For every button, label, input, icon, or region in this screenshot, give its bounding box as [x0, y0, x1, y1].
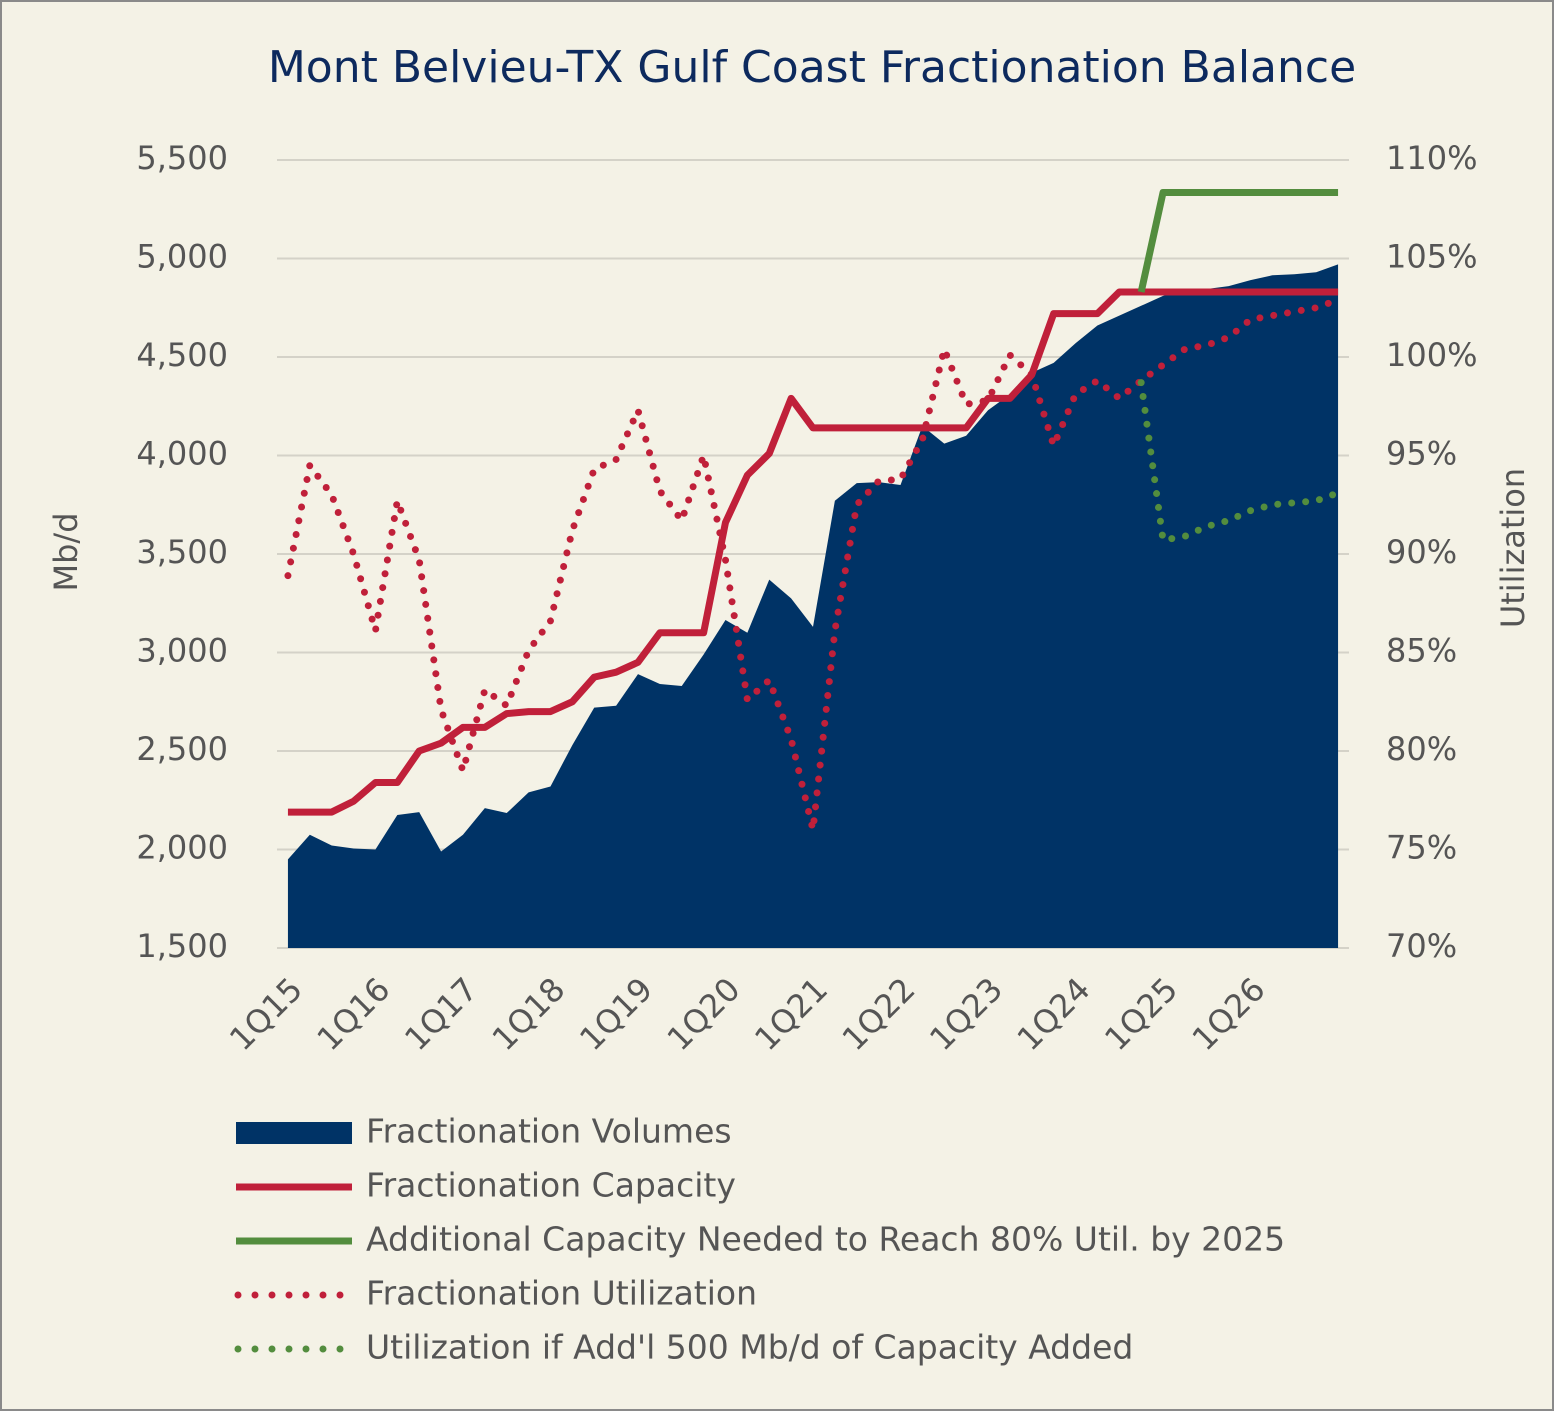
- dotted-line: [1137, 379, 1342, 544]
- chart-title: Mont Belvieu-TX Gulf Coast Fractionation…: [268, 42, 1356, 93]
- line: [1137, 189, 1339, 293]
- y-axis-title: Mb/d: [47, 512, 85, 591]
- y2-tick-label: 90%: [1386, 533, 1457, 571]
- y-tick-label: 4,500: [136, 336, 228, 374]
- area: [287, 264, 1339, 948]
- legend-label: Fractionation Volumes: [366, 1112, 732, 1151]
- line: [287, 288, 1339, 816]
- y-tick-label: 5,000: [136, 238, 228, 276]
- legend-label: Fractionation Capacity: [366, 1166, 736, 1205]
- y2-tick-label: 105%: [1386, 238, 1477, 276]
- y2-tick-label: 70%: [1386, 927, 1457, 965]
- y-tick-label: 4,000: [136, 435, 228, 473]
- y-tick-label: 2,000: [136, 829, 228, 867]
- y2-tick-label: 85%: [1386, 632, 1457, 670]
- legend-label: Additional Capacity Needed to Reach 80% …: [366, 1220, 1285, 1259]
- legend-label: Fractionation Utilization: [366, 1274, 757, 1313]
- y2-tick-label: 95%: [1386, 435, 1457, 473]
- y2-tick-label: 80%: [1386, 730, 1457, 768]
- y-tick-label: 2,500: [136, 730, 228, 768]
- y2-tick-label: 100%: [1386, 336, 1477, 374]
- y-tick-label: 3,500: [136, 533, 228, 571]
- dotted-line: [284, 296, 1342, 834]
- y2-tick-label: 75%: [1386, 829, 1457, 867]
- y-tick-label: 1,500: [136, 927, 228, 965]
- y2-axis-title: Utilization: [1494, 468, 1532, 628]
- y2-tick-label: 110%: [1386, 139, 1477, 177]
- y-tick-label: 3,000: [136, 632, 228, 670]
- legend-swatch: [236, 1122, 352, 1144]
- legend-label: Utilization if Add'l 500 Mb/d of Capacit…: [366, 1328, 1133, 1367]
- y-tick-label: 5,500: [136, 139, 228, 177]
